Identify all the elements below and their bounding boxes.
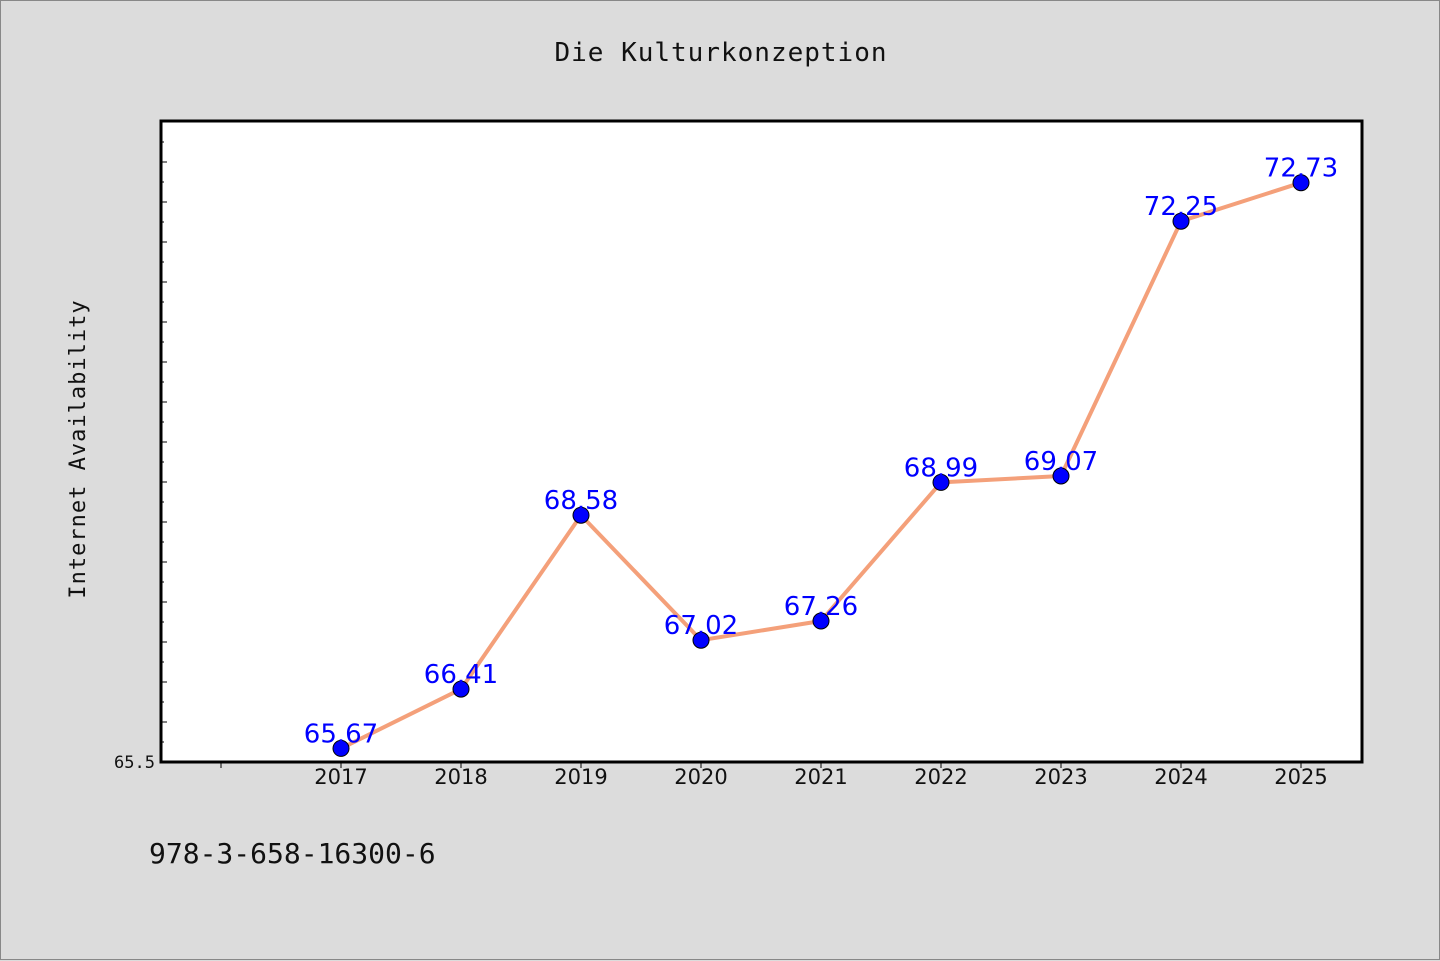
data-point-marker	[812, 612, 830, 630]
data-label: 66.41	[424, 660, 498, 690]
y-axis-label: Internet Availability	[66, 299, 91, 598]
data-point-marker	[932, 473, 950, 491]
plot-area	[159, 119, 1364, 764]
data-labels-layer: 65.67 66.41 68.58 67.02 67.26 68.99 69.07 72.25…	[304, 154, 1338, 750]
data-point-marker	[1172, 212, 1190, 230]
data-point-marker	[1292, 174, 1310, 192]
isbn-annotation: 978-3-658-16300-6	[149, 837, 436, 870]
x-tick-label: 2018	[434, 765, 487, 789]
x-tick-label: 2021	[794, 765, 847, 789]
data-point-marker	[1052, 467, 1070, 485]
x-tick-label: 2025	[1274, 765, 1327, 789]
x-tick-label: 2023	[1034, 765, 1087, 789]
data-point-marker	[332, 739, 350, 757]
x-tick-label: 2020	[674, 765, 727, 789]
data-label: 69.07	[1024, 447, 1098, 477]
data-label: 67.26	[784, 592, 858, 622]
axis-ticks: 65.5 2017 2018 2019 2020 2021 2022 2023 2024 2025	[114, 121, 1328, 789]
data-label: 68.99	[904, 453, 978, 483]
data-label: 68.58	[544, 486, 618, 516]
markers-layer	[332, 174, 1310, 757]
x-tick-label: 2019	[554, 765, 607, 789]
data-label: 67.02	[664, 611, 738, 641]
x-tick-label: 2022	[914, 765, 967, 789]
x-tick-label: 2017	[314, 765, 367, 789]
data-point-marker	[452, 680, 470, 698]
data-label: 72.73	[1264, 154, 1338, 184]
chart-title: Die Kulturkonzeption	[554, 38, 887, 68]
data-label: 72.25	[1144, 192, 1218, 222]
x-tick-label: 2024	[1154, 765, 1207, 789]
data-label: 65.67	[304, 719, 378, 749]
data-point-marker	[692, 631, 710, 649]
data-point-marker	[572, 506, 590, 524]
y-tick-label: 65.5	[114, 753, 155, 773]
